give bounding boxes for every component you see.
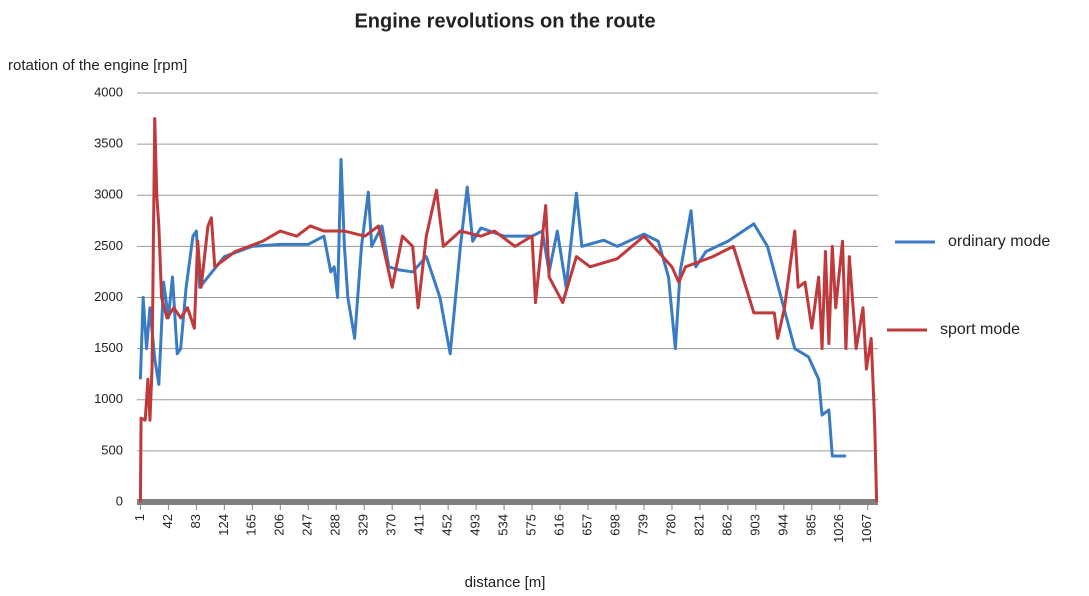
x-tick-label: 493 [468, 514, 483, 536]
x-tick-label: 821 [691, 514, 706, 536]
y-tick-label: 1000 [94, 391, 123, 406]
x-tick-label: 83 [188, 514, 203, 528]
x-tick-label: 165 [244, 514, 259, 536]
x-tick-label: 42 [160, 514, 175, 528]
x-tick-label: 288 [328, 514, 343, 536]
x-tick-label: 370 [384, 514, 399, 536]
x-tick-label: 206 [272, 514, 287, 536]
x-tick-label: 903 [747, 514, 762, 536]
y-tick-label: 2000 [94, 289, 123, 304]
y-tick-label: 1500 [94, 340, 123, 355]
x-tick-label: 944 [775, 514, 790, 536]
y-tick-label: 2500 [94, 238, 123, 253]
y-tick-label: 3000 [94, 187, 123, 202]
x-tick-label: 452 [440, 514, 455, 536]
x-tick-label: 1 [132, 514, 147, 521]
y-tick-label: 500 [101, 442, 123, 457]
x-tick-label: 247 [300, 514, 315, 536]
x-tick-label: 575 [524, 514, 539, 536]
line-series [138, 157, 846, 458]
x-tick-label: 1026 [831, 514, 846, 543]
y-tick-label: 0 [116, 493, 123, 508]
x-tick-label: 657 [579, 514, 594, 536]
x-tick-label: 780 [663, 514, 678, 536]
x-tick-label: 739 [635, 514, 650, 536]
x-tick-label: 616 [551, 514, 566, 536]
x-tick-label: 862 [719, 514, 734, 536]
chart-title: Engine revolutions on the route [354, 10, 655, 32]
x-axis-label: distance [m] [465, 574, 546, 591]
x-tick-label: 985 [803, 514, 818, 536]
y-tick-label: 3500 [94, 136, 123, 151]
x-tick-label: 329 [356, 514, 371, 536]
y-tick-label: 4000 [94, 84, 123, 99]
line-series [138, 117, 879, 503]
y-axis-label: rotation of the engine [rpm] [8, 57, 187, 74]
legend-label: ordinary mode [948, 233, 1050, 250]
x-tick-label: 1067 [859, 514, 874, 543]
legend-label: sport mode [940, 321, 1020, 338]
x-tick-label: 698 [607, 514, 622, 536]
x-tick-label: 411 [412, 514, 427, 535]
x-tick-label: 124 [216, 514, 231, 536]
x-tick-label: 534 [496, 514, 511, 536]
